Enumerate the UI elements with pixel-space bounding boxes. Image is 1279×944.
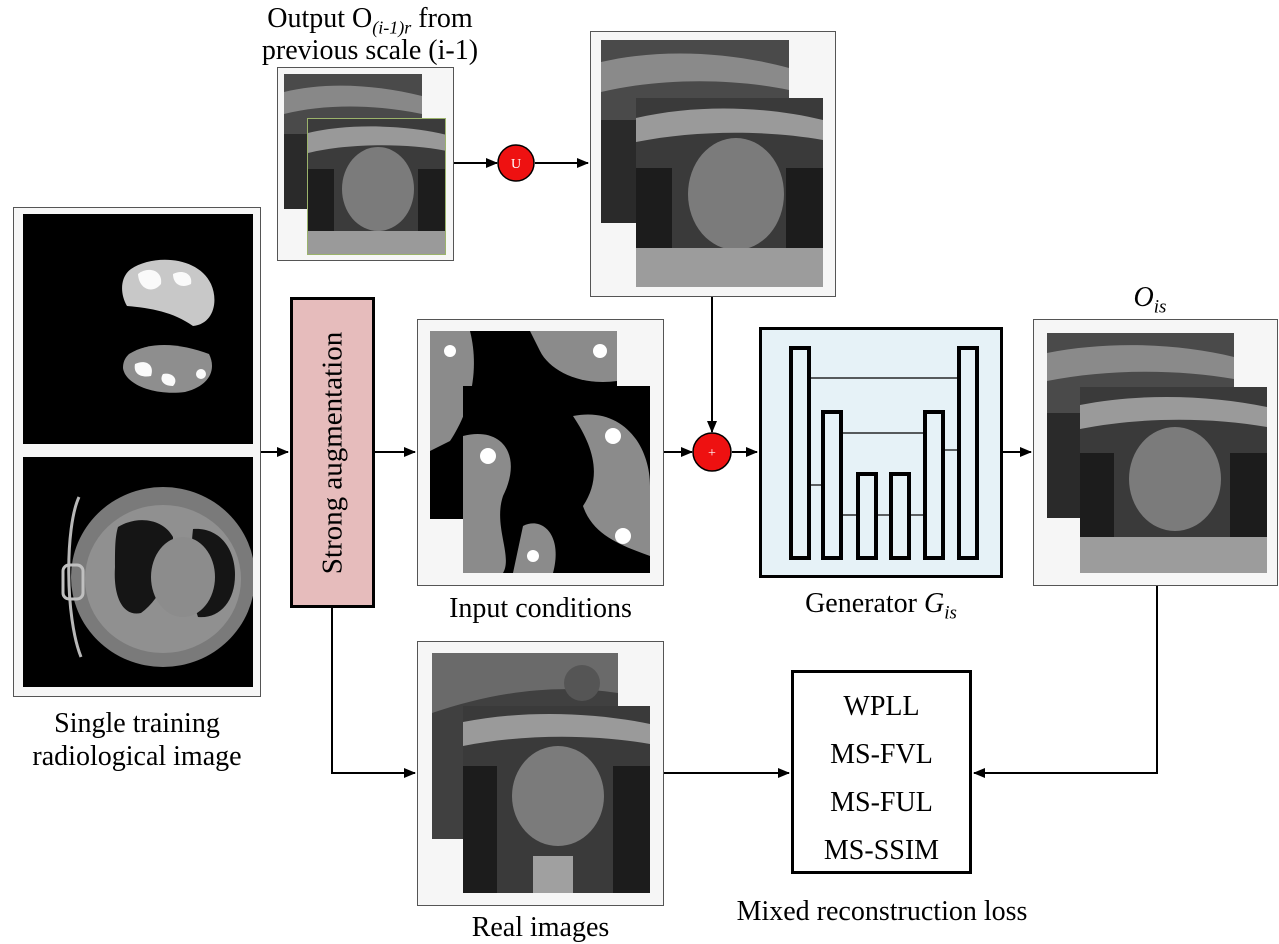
arrow-output-to-loss (973, 586, 1158, 778)
loss-item: WPLL (843, 691, 920, 722)
upsample-node: U (497, 144, 535, 182)
output-label: Ois (1133, 282, 1167, 318)
input-conditions-label: Input conditions (449, 593, 632, 624)
loss-item: MS-FUL (830, 787, 933, 818)
strong-augmentation-block: Strong augmentation (290, 297, 375, 608)
prev-output-front-image (307, 118, 446, 255)
loss-list: WPLL MS-FVL MS-FUL MS-SSIM (794, 683, 969, 875)
loss-item: MS-SSIM (823, 835, 940, 866)
real-images-label: Real images (471, 912, 610, 943)
add-symbol: + (708, 446, 716, 461)
loss-item: MS-FVL (830, 739, 933, 770)
loss-box: WPLL MS-FVL MS-FUL MS-SSIM (791, 670, 972, 874)
mixed-loss-label: Mixed reconstruction loss (736, 896, 1028, 927)
arrow-aug-to-real (331, 608, 416, 778)
prev-output-label-line2: previous scale (i-1) (261, 35, 479, 66)
single-image-label-line1: Single training (54, 708, 220, 739)
generator-block (759, 327, 1003, 578)
single-image-label-line2: radiological image (32, 741, 242, 772)
unet-diagram (789, 346, 979, 560)
add-node: + (692, 432, 732, 472)
lung-mask-image (23, 214, 253, 444)
real-image-front (463, 706, 650, 893)
upsampled-front-image (636, 98, 823, 287)
generator-label: Generator Gis (805, 588, 957, 624)
prev-output-label-line1: Output O(i-1)r from (267, 3, 473, 38)
ct-slice-image (23, 457, 253, 687)
output-front-image (1080, 387, 1267, 573)
input-condition-front-image (463, 386, 650, 573)
upsample-symbol: U (511, 157, 521, 172)
